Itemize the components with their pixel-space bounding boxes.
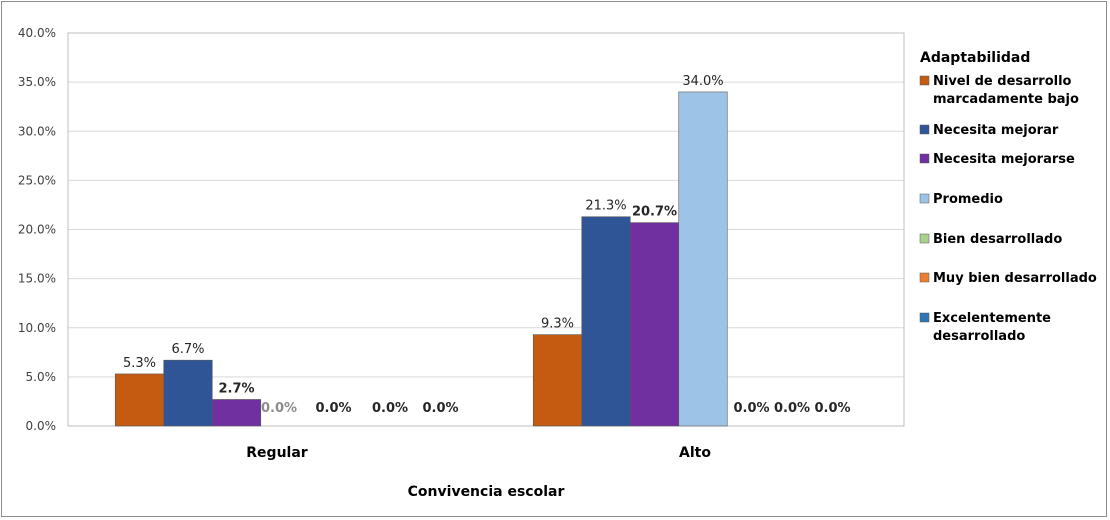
bar bbox=[581, 216, 631, 427]
legend-label: Promedio bbox=[933, 192, 1003, 207]
data-label: 20.7% bbox=[632, 205, 677, 220]
bar bbox=[532, 334, 583, 427]
legend-swatch bbox=[919, 193, 930, 204]
y-tick-label: 30.0% bbox=[18, 124, 56, 138]
y-tick-label: 40.0% bbox=[18, 26, 56, 40]
y-tick-label: 35.0% bbox=[18, 75, 56, 89]
data-label: 0.0% bbox=[261, 401, 297, 416]
bar bbox=[163, 359, 213, 427]
legend-label: Bien desarrollado bbox=[933, 232, 1062, 247]
bar bbox=[678, 91, 728, 427]
data-label: 6.7% bbox=[171, 342, 204, 357]
legend-swatch bbox=[919, 153, 930, 164]
legend-label: Necesita mejorarse bbox=[933, 152, 1075, 167]
legend-swatch bbox=[919, 233, 930, 244]
bar bbox=[629, 222, 680, 427]
legend-swatch bbox=[919, 312, 930, 323]
category-label: Alto bbox=[679, 445, 711, 461]
bar bbox=[114, 373, 165, 427]
data-label: 0.0% bbox=[422, 401, 458, 416]
data-label: 0.0% bbox=[315, 401, 351, 416]
y-tick-label: 0.0% bbox=[26, 419, 57, 433]
legend-swatch bbox=[919, 272, 930, 283]
data-label: 0.0% bbox=[774, 401, 810, 416]
y-tick-label: 15.0% bbox=[18, 272, 56, 286]
y-tick-label: 20.0% bbox=[18, 223, 56, 237]
data-label: 2.7% bbox=[218, 381, 254, 396]
legend-label: Excelentemente desarrollado bbox=[933, 311, 1051, 344]
x-axis-title: Convivencia escolar bbox=[408, 484, 565, 500]
legend-title: Adaptabilidad bbox=[920, 50, 1030, 66]
data-label: 0.0% bbox=[372, 401, 408, 416]
data-label: 5.3% bbox=[123, 356, 156, 371]
legend-label: Necesita mejorar bbox=[933, 123, 1059, 138]
bar bbox=[211, 399, 262, 427]
y-tick-label: 5.0% bbox=[26, 370, 57, 384]
category-label: Regular bbox=[246, 445, 308, 461]
data-label: 0.0% bbox=[814, 401, 850, 416]
data-label: 0.0% bbox=[733, 401, 769, 416]
data-label: 34.0% bbox=[682, 74, 723, 89]
plot-area bbox=[67, 32, 905, 427]
legend-label: Nivel de desarrollo marcadamente bajo bbox=[933, 74, 1079, 107]
y-tick-label: 10.0% bbox=[18, 321, 56, 335]
legend-swatch bbox=[919, 75, 930, 86]
data-label: 21.3% bbox=[585, 199, 626, 214]
y-tick-label: 25.0% bbox=[18, 173, 56, 187]
legend-swatch bbox=[919, 124, 930, 135]
data-label: 9.3% bbox=[541, 317, 574, 332]
legend-label: Muy bien desarrollado bbox=[933, 271, 1097, 286]
